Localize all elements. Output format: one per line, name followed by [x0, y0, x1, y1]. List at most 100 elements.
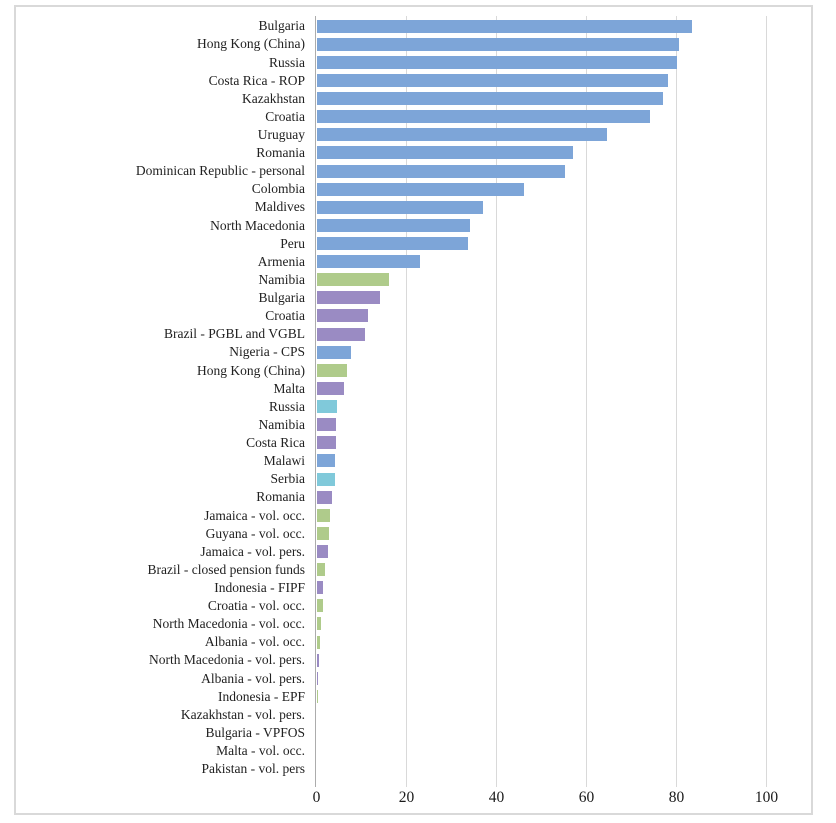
category-label: Jamaica - vol. occ. [204, 507, 305, 523]
bar-row: Armenia [0, 253, 836, 271]
bar-track [313, 708, 836, 721]
bar [316, 92, 663, 106]
bar-row: Albania - vol. occ. [0, 633, 836, 651]
bar [316, 490, 332, 504]
category-label: Namibia [258, 271, 306, 287]
bar-row: Peru [0, 234, 836, 252]
bar-track [313, 744, 836, 757]
bar-track [313, 472, 836, 486]
category-label: Croatia [265, 108, 305, 124]
x-axis-tick-label: 20 [398, 789, 415, 806]
category-label: Russia [268, 54, 305, 70]
bar [316, 110, 650, 124]
bar [316, 454, 335, 468]
bar-track [313, 255, 836, 269]
category-label: Dominican Republic - personal [135, 163, 305, 179]
category-label: Bulgaria [258, 290, 306, 306]
category-label: Armenia [257, 253, 305, 269]
bar-row: Namibia [0, 416, 836, 434]
bar [316, 19, 693, 33]
bar [316, 182, 524, 196]
bar-track [313, 671, 836, 685]
bar-track [313, 689, 836, 703]
bar-track [313, 436, 836, 450]
bar-track [313, 55, 836, 69]
bar-row: Croatia [0, 108, 836, 126]
category-label: North Macedonia - vol. pers. [149, 652, 305, 668]
category-label: Maldives [254, 199, 305, 215]
bar [316, 599, 324, 613]
bar-row: Bulgaria [0, 289, 836, 307]
category-label: Pakistan - vol. pers [201, 761, 306, 777]
bar-row: Uruguay [0, 126, 836, 144]
category-label: Jamaica - vol. pers. [200, 543, 305, 559]
x-axis-tick-label: 80 [668, 789, 685, 806]
bar-row: Kazakhstan [0, 89, 836, 107]
category-label: North Macedonia [210, 217, 305, 233]
bar-row: Bulgaria [0, 17, 836, 35]
bar-track [313, 110, 836, 124]
bar-track [313, 545, 836, 558]
bar-rows: Bulgaria Hong Kong (China) Russia Costa Ric… [0, 17, 836, 778]
category-label: Croatia - vol. occ. [207, 598, 305, 614]
bar-track [313, 200, 836, 214]
bar [316, 563, 325, 577]
bar-row: Dominican Republic - personal [0, 162, 836, 180]
bar [316, 291, 380, 305]
category-label: Hong Kong (China) [197, 362, 305, 378]
bar [316, 617, 322, 631]
gridline [676, 16, 677, 787]
category-label: Albania - vol. occ. [204, 634, 305, 650]
bar [316, 418, 337, 432]
category-label: Croatia [265, 308, 305, 324]
bar [316, 146, 573, 160]
bar-row: Costa Rica [0, 434, 836, 452]
category-label: Malawi [263, 453, 305, 469]
bar-row: Albania - vol. pers. [0, 669, 836, 687]
gridline [586, 16, 587, 787]
bar [316, 671, 318, 685]
bar-row: Indonesia - EPF [0, 687, 836, 705]
bar-row: Guyana - vol. occ. [0, 524, 836, 542]
category-label: Kazakhstan [242, 90, 305, 106]
bar-row: Malta - vol. occ. [0, 742, 836, 760]
category-label: North Macedonia - vol. occ. [152, 616, 305, 632]
bar-track [313, 653, 836, 667]
bar-row: Maldives [0, 198, 836, 216]
category-label: Albania - vol. pers. [201, 670, 305, 686]
bar-track [313, 37, 836, 51]
bar-track [313, 164, 836, 178]
bar [316, 653, 319, 667]
bar [316, 436, 336, 450]
bar [316, 273, 389, 287]
bar-track [313, 635, 836, 649]
bar [316, 689, 318, 703]
bar-track [313, 291, 836, 305]
bar [316, 128, 607, 142]
bar-track [313, 309, 836, 323]
bar-row: Brazil - PGBL and VGBL [0, 325, 836, 343]
category-label: Indonesia - EPF [218, 688, 305, 704]
gridline [406, 16, 407, 787]
bar-row: Hong Kong (China) [0, 361, 836, 379]
category-label: Bulgaria [258, 18, 306, 34]
bar-track [313, 345, 836, 359]
bar-track [313, 526, 836, 540]
bar-row: Malta [0, 379, 836, 397]
category-label: Uruguay [257, 127, 305, 143]
bar-track [313, 726, 836, 739]
bar [316, 363, 348, 377]
bar-row: Russia [0, 53, 836, 71]
category-label: Hong Kong (China) [197, 36, 305, 52]
bar-track [313, 762, 836, 775]
bar-row: North Macedonia - vol. pers. [0, 651, 836, 669]
bar [316, 236, 469, 250]
bar-track [313, 236, 836, 250]
bar [316, 255, 420, 269]
bar-row: Colombia [0, 180, 836, 198]
category-label: Guyana - vol. occ. [205, 525, 305, 541]
bar-track [313, 146, 836, 160]
bar-track [313, 508, 836, 522]
bar-track [313, 381, 836, 395]
bar-row: Nigeria - CPS [0, 343, 836, 361]
